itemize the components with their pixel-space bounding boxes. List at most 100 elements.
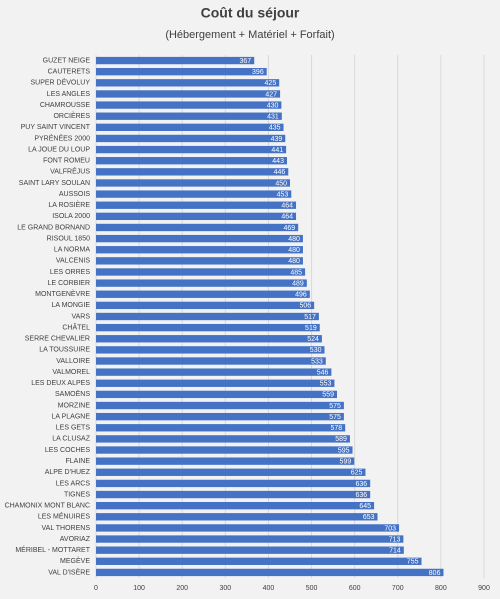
value-label: 553	[320, 381, 332, 388]
value-label: 496	[295, 292, 307, 299]
y-tick-label: PYRÉNÉES 2000	[34, 133, 90, 142]
y-tick-label: FONT ROMEU	[43, 158, 90, 165]
bar	[96, 412, 344, 421]
bar	[96, 446, 353, 454]
value-label: 625	[351, 470, 363, 477]
value-label: 367	[240, 58, 252, 65]
y-tick-label: PUY SAINT VINCENT	[21, 124, 91, 131]
y-tick-label: SUPER DÉVOLUY	[30, 78, 90, 87]
value-label: 546	[317, 369, 329, 376]
x-tick-label: 800	[435, 585, 447, 592]
y-tick-label: VALLOIRE	[56, 358, 90, 365]
y-tick-label: VARS	[71, 313, 90, 320]
y-tick-label: LES ANGLES	[47, 91, 91, 98]
value-label: 480	[288, 247, 300, 254]
y-tick-label: VALCENIS	[56, 258, 90, 265]
y-tick-label: VAL D'ISÈRE	[48, 567, 90, 576]
bar	[96, 323, 320, 332]
bar	[96, 234, 303, 243]
bar	[96, 379, 335, 387]
x-tick-label: 600	[349, 585, 361, 592]
x-tick-label: 0	[94, 585, 98, 592]
bar	[96, 479, 371, 488]
value-label: 453	[277, 191, 289, 198]
y-tick-label: LES MÉNUIRES	[38, 512, 90, 521]
x-tick-label: 400	[263, 585, 275, 592]
bar	[96, 357, 326, 365]
bar	[96, 79, 280, 87]
bar	[96, 179, 290, 187]
value-label: 703	[384, 525, 396, 532]
bar	[96, 513, 378, 521]
y-tick-label: LA JOUE DU LOUP	[28, 146, 90, 153]
value-label: 464	[281, 214, 293, 221]
value-label: 519	[305, 325, 317, 332]
bar	[96, 524, 400, 532]
value-label: 464	[281, 203, 293, 210]
value-label: 396	[252, 69, 264, 76]
x-tick-label: 900	[478, 585, 490, 592]
y-tick-label: MONTGENÈVRE	[35, 289, 90, 298]
y-tick-label: ISOLA 2000	[52, 213, 90, 220]
y-tick-label: AVORIAZ	[60, 536, 91, 543]
bar	[96, 134, 286, 143]
bar	[96, 346, 325, 354]
value-label: 653	[363, 514, 375, 521]
y-tick-label: AUSSOIS	[59, 191, 90, 198]
bar	[96, 145, 287, 154]
y-tick-label: LA ROSIÈRE	[48, 200, 90, 209]
y-tick-label: LES GETS	[56, 425, 91, 432]
y-tick-label: VALFRÉJUS	[50, 167, 90, 176]
value-label: 530	[310, 347, 322, 354]
y-tick-label: SAINT LARY SOULAN	[19, 180, 90, 187]
x-tick-label: 700	[392, 585, 404, 592]
bar	[96, 557, 422, 565]
y-tick-label: LES ORRES	[50, 269, 90, 276]
bar	[96, 568, 444, 577]
bar	[96, 424, 346, 432]
bar	[96, 101, 282, 109]
value-label: 713	[389, 536, 401, 543]
value-label: 480	[288, 258, 300, 265]
y-tick-label: CHÂTEL	[62, 322, 90, 331]
bar	[96, 90, 281, 98]
value-label: 443	[272, 158, 284, 165]
bar	[96, 279, 307, 287]
y-tick-label: VALMOREL	[52, 369, 90, 376]
bar	[96, 401, 344, 410]
y-tick-label: LA CLUSAZ	[52, 436, 90, 443]
value-label: 806	[429, 570, 441, 577]
value-label: 636	[355, 481, 367, 488]
value-label: 575	[329, 414, 341, 421]
bar	[96, 56, 255, 65]
bar	[96, 490, 371, 499]
value-label: 450	[275, 180, 287, 187]
bar	[96, 546, 404, 554]
bar	[96, 201, 297, 209]
bar	[96, 335, 322, 343]
value-label: 425	[265, 80, 277, 87]
value-label: 714	[389, 548, 401, 555]
value-label: 446	[274, 169, 286, 176]
value-label: 559	[322, 392, 334, 399]
value-label: 506	[299, 303, 311, 310]
bar	[96, 290, 310, 298]
value-label: 636	[355, 492, 367, 499]
y-tick-label: CHAMONIX MONT BLANC	[5, 503, 90, 510]
value-label: 589	[335, 436, 347, 443]
value-label: 755	[407, 559, 419, 566]
value-label: 427	[265, 91, 277, 98]
x-tick-label: 300	[219, 585, 231, 592]
bar	[96, 435, 350, 443]
value-label: 595	[338, 447, 350, 454]
value-label: 489	[292, 280, 304, 287]
bar	[96, 457, 355, 465]
y-tick-label: TIGNES	[64, 491, 90, 498]
bar	[96, 190, 292, 198]
value-label: 441	[271, 147, 283, 154]
bar	[96, 246, 303, 254]
y-tick-label: GUZET NEIGE	[43, 57, 91, 64]
bar	[96, 257, 303, 265]
